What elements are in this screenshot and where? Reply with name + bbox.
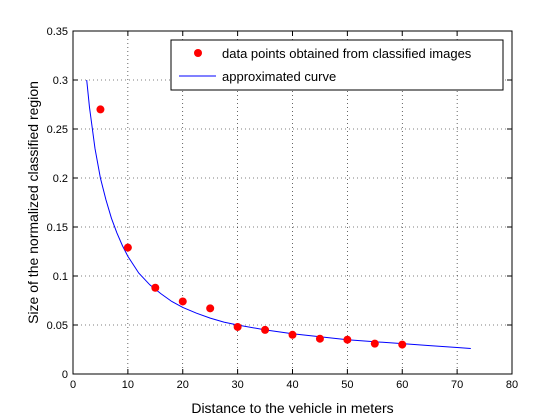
x-tick-label: 40 — [286, 379, 298, 391]
x-axis-label: Distance to the vehicle in meters — [191, 400, 393, 416]
x-tick-label: 50 — [341, 379, 353, 391]
y-axis-label: Size of the normalized classified region — [25, 81, 41, 324]
y-tick-label: 0.25 — [47, 124, 68, 136]
data-point — [315, 334, 324, 343]
x-tick-label: 70 — [451, 379, 463, 391]
x-tick-label: 10 — [122, 379, 134, 391]
data-point — [123, 243, 132, 252]
curve-layer — [86, 79, 471, 349]
approximated-curve-line — [86, 79, 471, 349]
data-point — [261, 325, 270, 334]
x-tick-label: 0 — [70, 379, 76, 391]
y-tick-label: 0 — [62, 369, 68, 381]
x-tick-label: 80 — [506, 379, 518, 391]
y-tick-label: 0.15 — [47, 222, 68, 234]
data-point — [233, 322, 242, 331]
points-layer — [96, 105, 407, 349]
data-point — [288, 330, 297, 339]
data-point — [151, 283, 160, 292]
data-point — [96, 105, 105, 114]
y-tick-label: 0.3 — [53, 75, 68, 87]
y-tick-label: 0.1 — [53, 271, 68, 283]
data-point — [178, 297, 187, 306]
y-tick-label: 0.2 — [53, 173, 68, 185]
legend-label-points: data points obtained from classified ima… — [222, 46, 472, 61]
legend-box — [170, 39, 504, 91]
legend-marker-points — [194, 49, 202, 57]
axis-ticks: 0 10 20 30 40 50 60 70 80 0 0.05 0.1 0.15 0.2 0.25 0.3 0… — [47, 26, 519, 391]
x-tick-label: 60 — [396, 379, 408, 391]
y-tick-label: 0.05 — [47, 320, 68, 332]
data-point — [370, 339, 379, 348]
x-tick-label: 20 — [177, 379, 189, 391]
x-tick-label: 30 — [232, 379, 244, 391]
data-point — [398, 340, 407, 349]
legend: data points obtained from classified ima… — [170, 39, 504, 91]
legend-label-curve: approximated curve — [222, 69, 336, 84]
y-tick-label: 0.35 — [47, 26, 68, 38]
data-point — [343, 335, 352, 344]
data-point — [206, 304, 215, 313]
